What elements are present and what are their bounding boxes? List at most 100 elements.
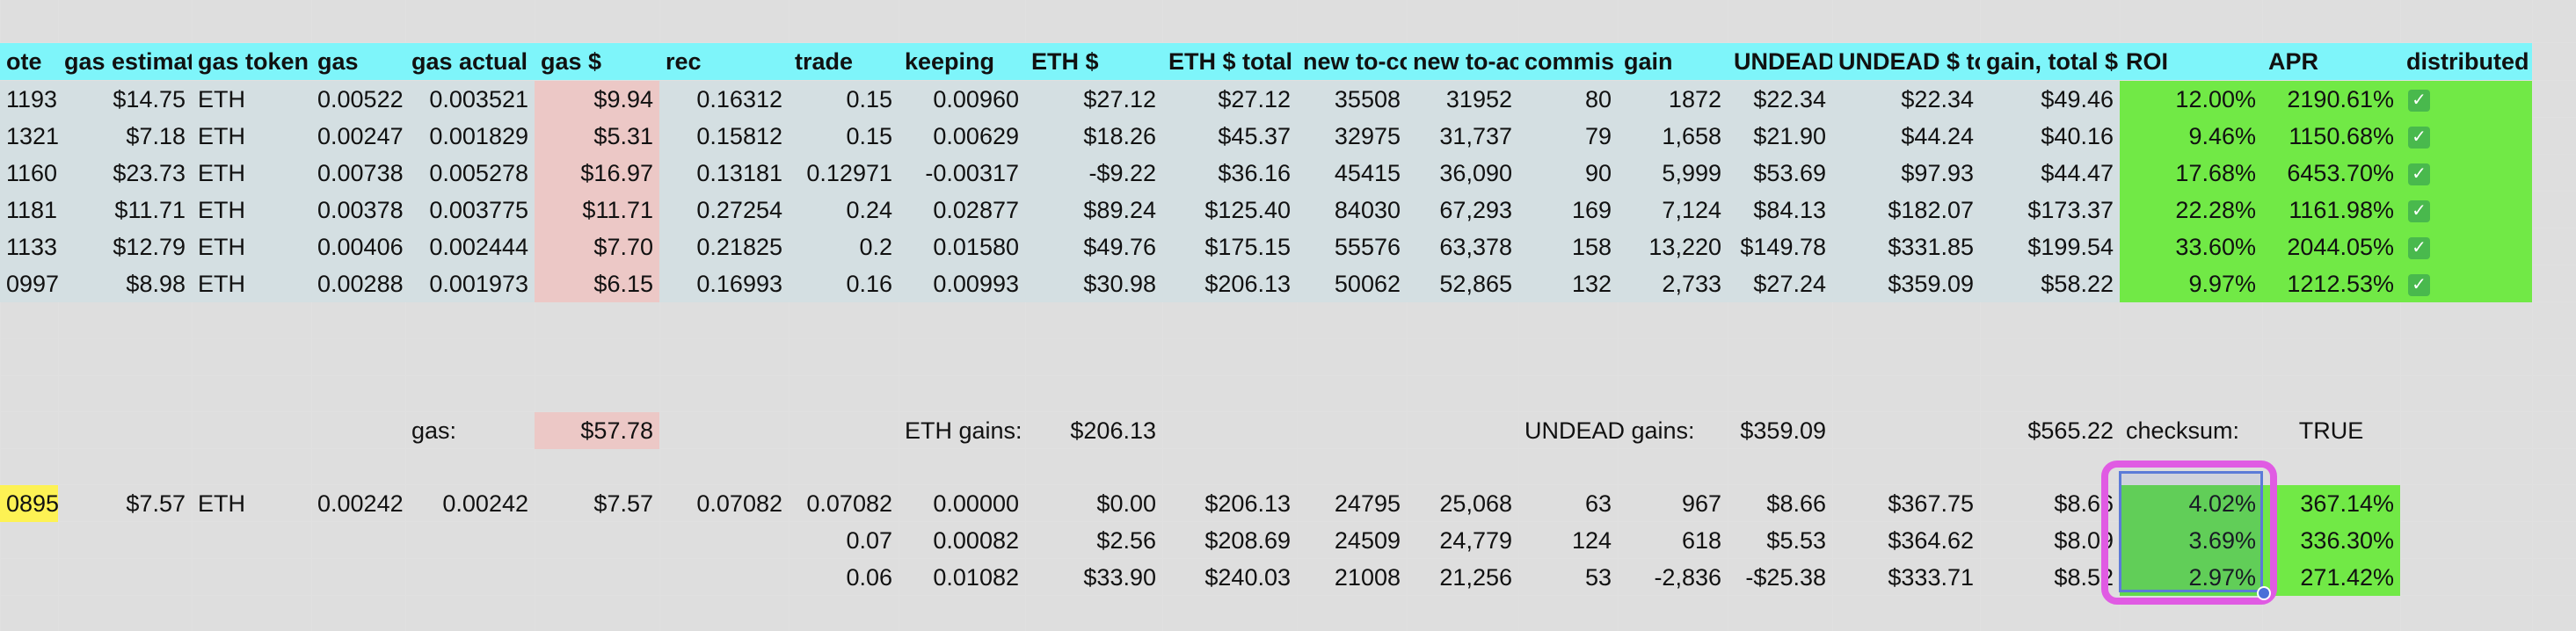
- data-cell[interactable]: $49.46: [1980, 81, 2120, 118]
- column-header[interactable]: gas token: [192, 43, 311, 80]
- data-cell[interactable]: $11.71: [535, 192, 659, 228]
- data-cell[interactable]: $8.66: [1766, 490, 1826, 517]
- data-cell[interactable]: 0.00629: [899, 118, 1025, 155]
- data-cell[interactable]: [192, 522, 311, 559]
- data-cell[interactable]: 3.69%: [2120, 522, 2262, 559]
- data-cell[interactable]: 13,220: [1618, 228, 1728, 265]
- data-cell[interactable]: $333.71: [1888, 564, 1974, 591]
- check-icon[interactable]: ✓: [2408, 127, 2430, 149]
- data-cell[interactable]: $45.37: [1162, 118, 1297, 155]
- data-cell[interactable]: $27.12: [1162, 81, 1297, 118]
- data-cell[interactable]: -2,836: [1654, 564, 1721, 591]
- data-cell[interactable]: 45415: [1297, 155, 1407, 192]
- data-cell[interactable]: $7.57: [593, 490, 653, 517]
- data-cell[interactable]: $0.00: [1096, 490, 1156, 517]
- data-cell[interactable]: 0.07: [846, 527, 892, 554]
- data-cell[interactable]: $208.69: [1204, 527, 1291, 554]
- data-cell[interactable]: 2190.61%: [2262, 81, 2400, 118]
- data-cell[interactable]: -$9.22: [1025, 155, 1162, 192]
- data-cell[interactable]: 1150.68%: [2262, 118, 2400, 155]
- data-cell[interactable]: $7.57: [126, 490, 186, 517]
- column-header[interactable]: gas $: [535, 43, 659, 80]
- data-cell[interactable]: 24795: [1334, 490, 1401, 517]
- data-cell[interactable]: 0.07082: [696, 490, 782, 517]
- data-cell[interactable]: 336.30%: [2262, 522, 2400, 559]
- data-cell[interactable]: 158: [1518, 228, 1618, 265]
- data-cell[interactable]: 0.001973: [405, 265, 535, 302]
- data-cell[interactable]: ETH: [192, 155, 311, 192]
- data-cell[interactable]: [659, 559, 789, 596]
- data-cell[interactable]: 367.14%: [2262, 485, 2400, 522]
- column-header[interactable]: rec: [659, 43, 789, 80]
- data-cell[interactable]: [659, 522, 789, 559]
- distributed-checkbox-cell[interactable]: ✓: [2400, 265, 2532, 302]
- data-cell[interactable]: 0.003775: [405, 192, 535, 228]
- data-cell[interactable]: 124: [1571, 527, 1612, 554]
- summary-checksum-value[interactable]: TRUE: [2298, 417, 2364, 444]
- data-cell[interactable]: $16.97: [535, 155, 659, 192]
- data-cell[interactable]: $40.16: [1980, 118, 2120, 155]
- data-cell[interactable]: 0895: [0, 485, 58, 522]
- data-cell[interactable]: $240.03: [1204, 564, 1291, 591]
- data-cell[interactable]: 0.005278: [405, 155, 535, 192]
- data-cell[interactable]: 0997: [0, 265, 58, 302]
- data-cell[interactable]: $2.56: [1096, 527, 1156, 554]
- data-cell[interactable]: 0.00242: [442, 490, 528, 517]
- summary-total-gain[interactable]: $565.22: [2027, 417, 2114, 444]
- data-cell[interactable]: $331.85: [1832, 228, 1980, 265]
- data-cell[interactable]: 1,658: [1618, 118, 1728, 155]
- data-cell[interactable]: 5,999: [1618, 155, 1728, 192]
- data-cell[interactable]: 132: [1518, 265, 1618, 302]
- data-cell[interactable]: 2044.05%: [2262, 228, 2400, 265]
- data-cell[interactable]: ETH: [198, 490, 245, 517]
- data-cell[interactable]: 36,090: [1407, 155, 1518, 192]
- data-cell[interactable]: $27.12: [1025, 81, 1162, 118]
- column-header[interactable]: gas: [311, 43, 405, 80]
- data-cell[interactable]: $22.34: [1832, 81, 1980, 118]
- column-header[interactable]: trade: [789, 43, 899, 80]
- data-cell[interactable]: [0, 522, 58, 559]
- data-cell[interactable]: 0.15: [789, 118, 899, 155]
- data-cell[interactable]: 22.28%: [2120, 192, 2262, 228]
- data-cell[interactable]: $125.40: [1162, 192, 1297, 228]
- summary-gas-label[interactable]: gas:: [411, 417, 457, 444]
- data-cell[interactable]: [311, 559, 405, 596]
- summary-checksum-label[interactable]: checksum:: [2126, 417, 2240, 444]
- data-cell[interactable]: 0.002444: [405, 228, 535, 265]
- data-cell[interactable]: 21008: [1334, 564, 1401, 591]
- data-cell[interactable]: 1160: [0, 155, 58, 192]
- data-cell[interactable]: $11.71: [58, 192, 192, 228]
- data-cell[interactable]: 52,865: [1407, 265, 1518, 302]
- data-cell[interactable]: 618: [1681, 527, 1721, 554]
- data-cell[interactable]: $7.18: [58, 118, 192, 155]
- distributed-checkbox-cell[interactable]: ✓: [2400, 155, 2532, 192]
- check-icon[interactable]: ✓: [2408, 237, 2430, 260]
- data-cell[interactable]: 63,378: [1407, 228, 1518, 265]
- data-cell[interactable]: $175.15: [1162, 228, 1297, 265]
- data-cell[interactable]: 4.02%: [2120, 485, 2262, 522]
- data-cell[interactable]: 25,068: [1439, 490, 1512, 517]
- data-cell[interactable]: 0.00247: [311, 118, 405, 155]
- data-cell[interactable]: $7.70: [535, 228, 659, 265]
- data-cell[interactable]: 31,737: [1407, 118, 1518, 155]
- data-cell[interactable]: $199.54: [1980, 228, 2120, 265]
- data-cell[interactable]: $58.22: [1980, 265, 2120, 302]
- data-cell[interactable]: 0.00406: [311, 228, 405, 265]
- data-cell[interactable]: 967: [1681, 490, 1721, 517]
- data-cell[interactable]: 0.12971: [789, 155, 899, 192]
- data-cell[interactable]: 53: [1584, 564, 1612, 591]
- data-cell[interactable]: 31952: [1407, 81, 1518, 118]
- data-cell[interactable]: 0.00960: [899, 81, 1025, 118]
- distributed-checkbox-cell[interactable]: ✓: [2400, 192, 2532, 228]
- data-cell[interactable]: -0.00317: [899, 155, 1025, 192]
- data-cell[interactable]: [405, 559, 535, 596]
- data-cell[interactable]: 0.00242: [317, 490, 404, 517]
- data-cell[interactable]: $9.94: [535, 81, 659, 118]
- data-cell[interactable]: 55576: [1297, 228, 1407, 265]
- data-cell[interactable]: 84030: [1297, 192, 1407, 228]
- data-cell[interactable]: 90: [1518, 155, 1618, 192]
- data-cell[interactable]: 9.97%: [2120, 265, 2262, 302]
- data-cell[interactable]: [192, 559, 311, 596]
- column-header[interactable]: gas estimat: [58, 43, 192, 80]
- roi-selection-range[interactable]: [2119, 471, 2263, 592]
